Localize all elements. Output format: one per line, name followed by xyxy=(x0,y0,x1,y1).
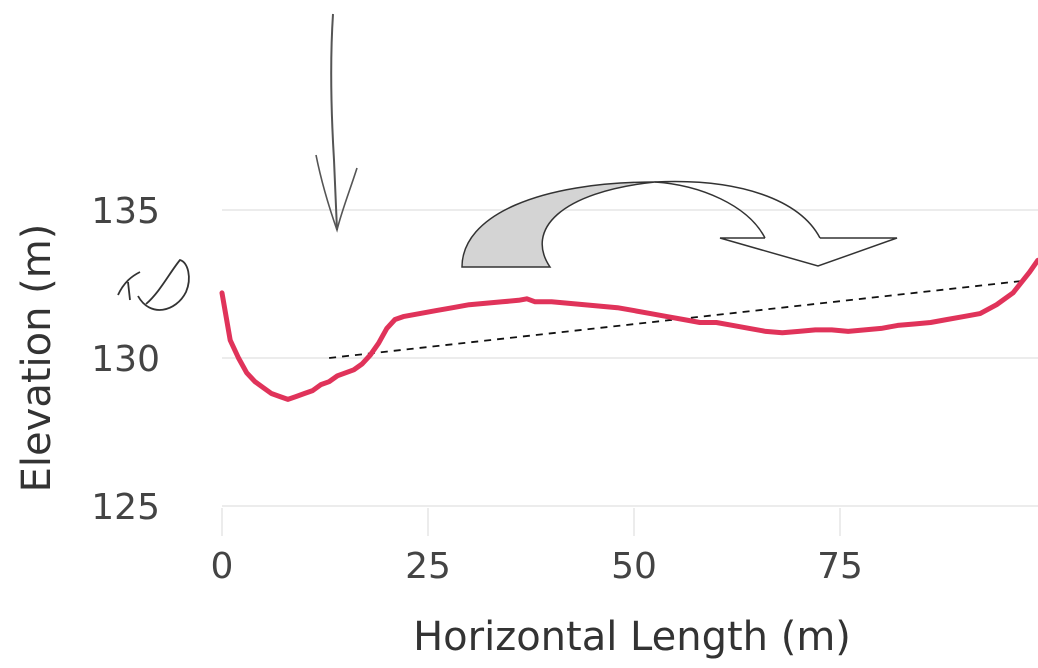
x-tick-label: 75 xyxy=(817,546,863,587)
grid-lines xyxy=(221,209,1038,536)
y-axis-title: Elevation (m) xyxy=(14,224,60,493)
y-tick-labels: 125 130 135 xyxy=(91,191,160,528)
x-tick-label: 25 xyxy=(405,546,451,587)
x-tick-label: 50 xyxy=(611,546,657,587)
y-tick-label: 135 xyxy=(91,191,160,232)
x-tick-labels: 0 25 50 75 xyxy=(211,546,863,587)
y-tick-label: 125 xyxy=(91,487,160,528)
scribble-mark-icon xyxy=(117,258,190,311)
y-tick-label: 130 xyxy=(91,339,160,380)
down-arrow-icon xyxy=(315,13,358,233)
elevation-profile-line xyxy=(219,257,1038,402)
x-axis-title: Horizontal Length (m) xyxy=(413,614,851,660)
rotation-arrow-icon xyxy=(461,180,898,268)
x-tick-label: 0 xyxy=(211,546,234,587)
